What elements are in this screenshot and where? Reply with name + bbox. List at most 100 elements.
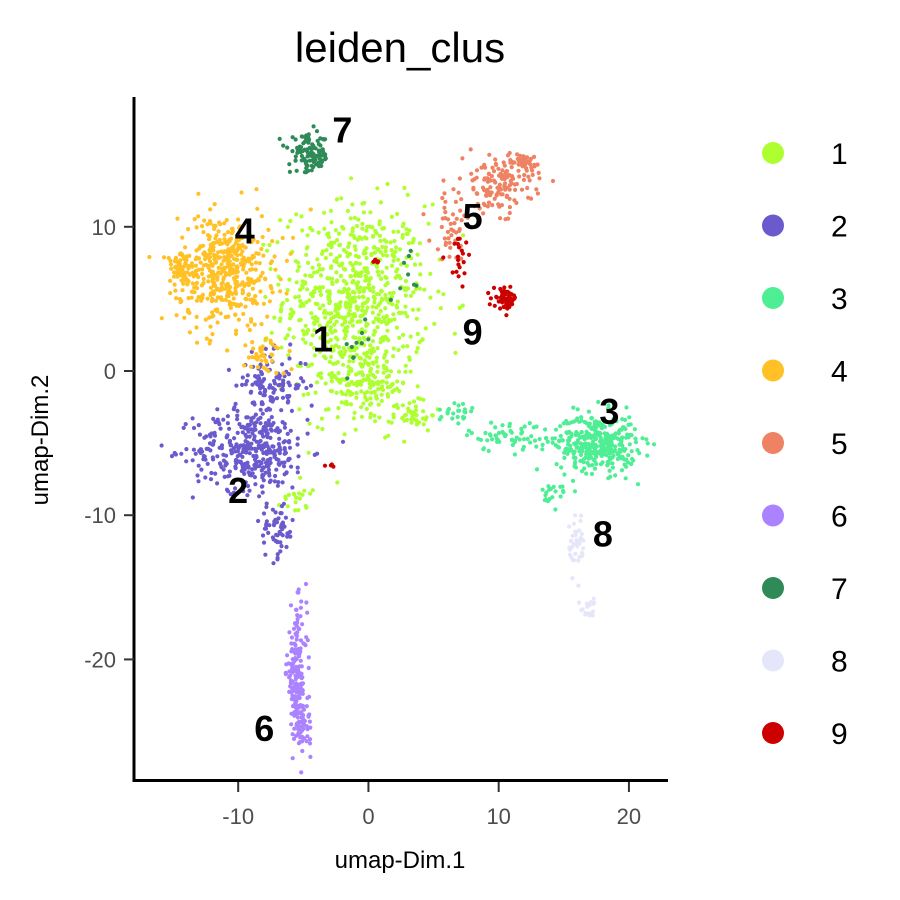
point-cluster-6 (295, 715, 301, 720)
point-cluster-1 (354, 281, 359, 286)
point-cluster-7 (408, 248, 413, 253)
point-cluster-1 (347, 296, 353, 301)
point-cluster-2 (267, 407, 273, 412)
point-cluster-4 (254, 352, 259, 357)
point-cluster-6 (287, 669, 292, 674)
point-cluster-1 (340, 224, 345, 230)
point-cluster-6 (298, 658, 303, 663)
point-cluster-1 (373, 419, 378, 424)
point-cluster-5 (481, 201, 486, 206)
point-cluster-6 (303, 581, 309, 587)
point-cluster-2 (190, 458, 195, 463)
point-cluster-1 (345, 208, 350, 214)
point-cluster-6 (289, 649, 294, 654)
point-cluster-1 (381, 315, 386, 320)
point-cluster-4 (263, 336, 268, 342)
point-cluster-2 (299, 376, 304, 381)
point-cluster-1 (328, 252, 333, 257)
point-cluster-4 (196, 256, 202, 261)
point-cluster-1 (305, 287, 310, 292)
point-cluster-2 (235, 430, 240, 435)
point-cluster-5 (456, 190, 461, 195)
point-cluster-1 (410, 307, 415, 312)
point-cluster-2 (223, 460, 228, 465)
point-cluster-4 (226, 229, 231, 235)
point-cluster-4 (254, 187, 259, 192)
point-cluster-1 (323, 356, 328, 361)
point-cluster-1 (383, 296, 388, 301)
point-cluster-4 (253, 267, 258, 272)
point-cluster-4 (251, 237, 256, 242)
point-cluster-1 (338, 300, 343, 305)
point-cluster-4 (218, 311, 223, 316)
point-cluster-4 (281, 371, 286, 376)
point-cluster-1 (360, 362, 366, 367)
point-cluster-1 (375, 292, 380, 297)
point-cluster-6 (299, 599, 304, 604)
point-cluster-1 (359, 236, 364, 241)
point-cluster-2 (252, 457, 258, 462)
point-cluster-3 (558, 494, 563, 499)
point-cluster-2 (196, 463, 201, 468)
point-cluster-7 (294, 168, 299, 173)
point-cluster-9 (498, 306, 503, 311)
point-cluster-3 (589, 471, 595, 477)
point-cluster-1 (378, 200, 383, 205)
point-cluster-2 (233, 444, 239, 449)
cluster-4-points (147, 187, 313, 376)
point-cluster-2 (240, 375, 245, 380)
point-cluster-3 (543, 427, 548, 432)
point-cluster-2 (245, 422, 250, 428)
point-cluster-1 (347, 312, 352, 317)
point-cluster-5 (443, 240, 449, 245)
point-cluster-1 (417, 286, 422, 291)
point-cluster-6 (297, 691, 302, 697)
point-cluster-1 (346, 382, 351, 387)
point-cluster-1 (370, 360, 376, 365)
point-cluster-4 (259, 214, 264, 219)
point-cluster-2 (235, 449, 240, 454)
point-cluster-3 (579, 415, 584, 420)
point-cluster-5 (497, 173, 502, 178)
point-cluster-1 (319, 416, 324, 421)
point-cluster-1 (327, 299, 332, 304)
point-cluster-1 (402, 439, 407, 444)
point-cluster-2 (284, 470, 289, 476)
point-cluster-4 (230, 267, 235, 272)
point-cluster-1 (298, 299, 303, 304)
point-cluster-5 (519, 187, 525, 192)
point-cluster-7 (285, 145, 290, 150)
x-tick-label: 10 (486, 804, 510, 829)
point-cluster-5 (462, 213, 467, 218)
point-cluster-4 (177, 261, 182, 266)
point-cluster-8 (579, 550, 585, 555)
point-cluster-6 (296, 732, 301, 737)
point-cluster-4 (208, 251, 213, 256)
point-cluster-2 (287, 356, 292, 361)
point-cluster-7 (311, 164, 316, 170)
point-cluster-2 (276, 516, 281, 521)
point-cluster-1 (321, 303, 326, 308)
point-cluster-3 (553, 427, 559, 432)
point-cluster-5 (459, 197, 464, 202)
point-cluster-3 (525, 436, 530, 441)
legend-label: 8 (831, 646, 848, 679)
point-cluster-7 (306, 138, 311, 143)
point-cluster-2 (246, 470, 251, 475)
point-cluster-1 (412, 417, 417, 422)
point-cluster-2 (256, 445, 261, 450)
point-cluster-1 (416, 307, 421, 312)
point-cluster-1 (379, 392, 384, 397)
point-cluster-5 (507, 150, 512, 156)
point-cluster-7 (309, 168, 314, 173)
point-cluster-2 (233, 401, 238, 406)
point-cluster-4 (268, 338, 273, 343)
point-cluster-8 (588, 600, 594, 605)
point-cluster-1 (375, 346, 380, 351)
point-cluster-1 (351, 299, 356, 304)
point-cluster-8 (577, 600, 582, 605)
point-cluster-2 (254, 375, 260, 380)
point-cluster-7 (298, 150, 303, 155)
point-cluster-1 (399, 310, 404, 315)
point-cluster-1 (383, 306, 388, 311)
